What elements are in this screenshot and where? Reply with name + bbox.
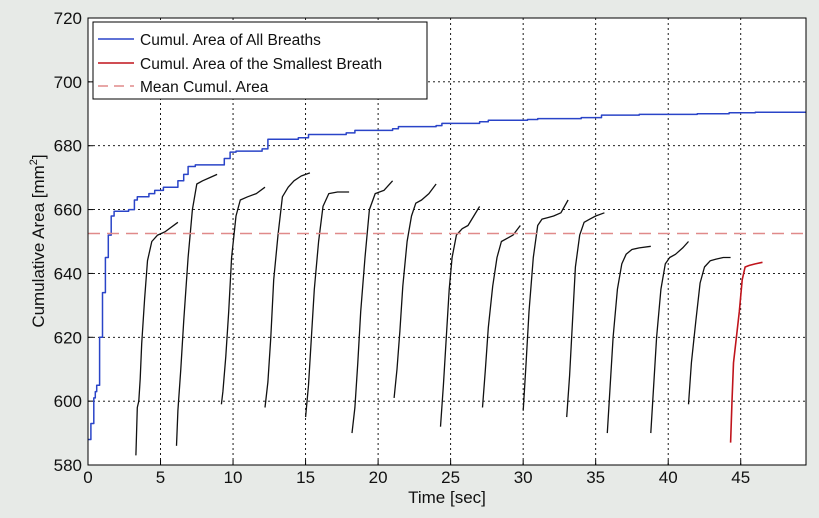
y-tick-label: 700 bbox=[54, 73, 82, 92]
x-tick-label: 15 bbox=[296, 468, 315, 487]
series-breath-line bbox=[566, 212, 605, 418]
y-axis-label-close: ] bbox=[29, 154, 48, 159]
ticks: 0 5 10 15 20 25 30 35 40 45 580 600 620 640 660 680 700 7… bbox=[54, 9, 751, 487]
y-tick-label: 600 bbox=[54, 392, 82, 411]
x-tick-label: 45 bbox=[731, 468, 750, 487]
y-tick-label: 640 bbox=[54, 264, 82, 283]
x-tick-label: 40 bbox=[659, 468, 678, 487]
y-tick-label: 660 bbox=[54, 201, 82, 220]
y-axis-label: Cumulative Area [mm2] bbox=[28, 154, 48, 327]
y-tick-label: 720 bbox=[54, 9, 82, 28]
x-tick-label: 35 bbox=[586, 468, 605, 487]
legend-label-mean: Mean Cumul. Area bbox=[140, 79, 269, 96]
series-breath-line bbox=[650, 241, 689, 434]
y-axis-label-main: Cumulative Area [mm bbox=[29, 165, 48, 328]
series-breath-line bbox=[522, 199, 569, 411]
plot-frame bbox=[87, 17, 807, 466]
x-tick-label: 25 bbox=[441, 468, 460, 487]
series-breath-line bbox=[687, 256, 731, 405]
x-tick-label: 0 bbox=[83, 468, 92, 487]
series-breath-line bbox=[393, 183, 437, 398]
legend: Cumul. Area of All Breaths Cumul. Area o… bbox=[92, 21, 428, 100]
series-breath-line bbox=[606, 245, 651, 434]
series-breath-line bbox=[439, 206, 481, 427]
x-tick-label: 20 bbox=[369, 468, 388, 487]
series-breath-line bbox=[264, 172, 311, 408]
legend-box bbox=[92, 21, 428, 100]
series-breath-line bbox=[220, 186, 266, 405]
legend-label-smallest: Cumul. Area of the Smallest Breath bbox=[140, 56, 382, 73]
x-tick-label: 30 bbox=[514, 468, 533, 487]
y-tick-label: 580 bbox=[54, 456, 82, 475]
x-tick-label: 5 bbox=[156, 468, 165, 487]
series-breath-line bbox=[304, 191, 350, 418]
x-axis-label: Time [sec] bbox=[408, 488, 486, 507]
series-breath-line bbox=[351, 180, 394, 434]
legend-label-all: Cumul. Area of All Breaths bbox=[140, 32, 321, 49]
series-all-breaths-line bbox=[88, 111, 806, 441]
y-axis-label-superscript: 2 bbox=[28, 159, 40, 165]
series-breath-line bbox=[135, 221, 179, 456]
y-tick-label: 620 bbox=[54, 328, 82, 347]
y-tick-label: 680 bbox=[54, 137, 82, 156]
series-smallest-breath-line bbox=[729, 261, 763, 443]
series-breath-line bbox=[481, 225, 521, 408]
x-tick-label: 10 bbox=[224, 468, 243, 487]
series-layer bbox=[88, 111, 806, 456]
